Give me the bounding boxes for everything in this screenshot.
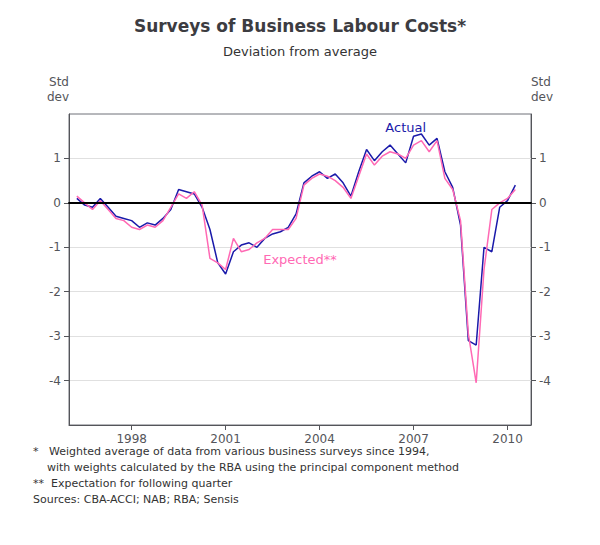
svg-text:Surveys of Business Labour Cos: Surveys of Business Labour Costs*	[134, 16, 466, 36]
svg-text:Actual: Actual	[385, 120, 426, 135]
svg-text:Std: Std	[531, 75, 551, 89]
svg-text:0: 0	[53, 196, 61, 210]
svg-text:dev: dev	[47, 90, 69, 104]
svg-text:1: 1	[539, 151, 547, 165]
svg-text:1: 1	[53, 151, 61, 165]
svg-text:-4: -4	[49, 374, 61, 388]
svg-text:0: 0	[539, 196, 547, 210]
svg-text:-4: -4	[539, 374, 551, 388]
svg-text:2010: 2010	[492, 432, 523, 446]
svg-text:** Expectation for following: ** Expectation for following quarter	[33, 477, 233, 490]
svg-text:* Weighted average of data f: * Weighted average of data from various …	[33, 445, 430, 458]
svg-text:Deviation from average: Deviation from average	[223, 44, 377, 59]
svg-text:2001: 2001	[210, 432, 241, 446]
svg-text:-1: -1	[49, 240, 61, 254]
svg-text:-1: -1	[539, 240, 551, 254]
svg-text:dev: dev	[531, 90, 553, 104]
svg-text:Std: Std	[49, 75, 69, 89]
svg-text:1998: 1998	[116, 432, 147, 446]
svg-text:-2: -2	[49, 285, 61, 299]
svg-text:Expected**: Expected**	[263, 252, 337, 267]
svg-text:with weights calculated by the: with weights calculated by the RBA using…	[33, 461, 459, 474]
svg-text:2004: 2004	[304, 432, 335, 446]
svg-text:2007: 2007	[398, 432, 429, 446]
svg-text:Sources: CBA-ACCI; NAB; RBA; S: Sources: CBA-ACCI; NAB; RBA; Sensis	[33, 493, 239, 506]
svg-text:-3: -3	[539, 329, 551, 343]
svg-text:-3: -3	[49, 329, 61, 343]
svg-text:-2: -2	[539, 285, 551, 299]
